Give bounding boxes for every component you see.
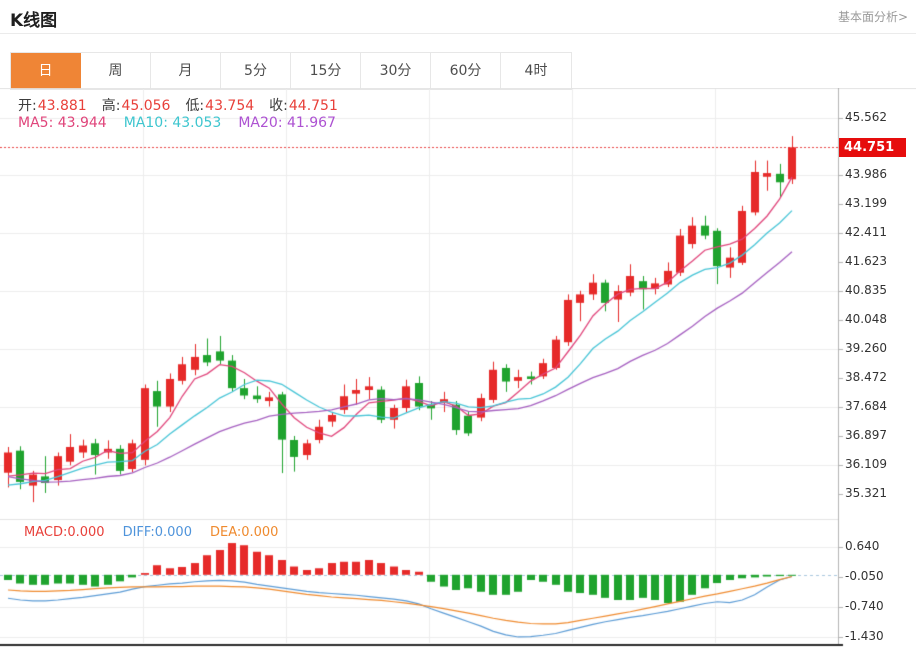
tab-4时[interactable]: 4时 [501,53,571,89]
y-axis-label: 36.897 [845,428,887,443]
interval-tab-bar: 日周月 5分 15分 30分 60分 4时 [10,52,572,90]
y-axis-label: 40.048 [845,312,887,327]
page-title: K线图 [10,11,58,31]
y-axis-label: 43.986 [845,167,887,182]
tab-月[interactable]: 月 [151,53,221,89]
y-axis-label: 37.684 [845,399,887,414]
y-axis-label: 39.260 [845,341,887,356]
tab-15分[interactable]: 15分 [291,53,361,89]
y-axis-label: 35.321 [845,486,887,500]
y-axis-label: 43.199 [845,196,887,211]
y-axis-label: -1.430 [845,628,884,643]
y-axis-label: 40.835 [845,283,887,298]
header: K线图 基本面分析> [0,0,916,34]
y-axis-label: 36.109 [845,457,887,472]
chart-area: 开:43.881 高:45.056 低:43.754 收:44.751 MA5: 43… [0,88,916,648]
y-axis-label: 41.623 [845,254,887,269]
kline-chart-canvas[interactable] [0,88,916,648]
price-axis: 45.562 43.986 43.199 42.411 41.623 40.835 40.0… [845,88,915,648]
y-axis-label: 0.640 [845,538,880,553]
tab-日[interactable]: 日 [11,53,81,89]
tab-60分[interactable]: 60分 [431,53,501,89]
header-divider [0,33,916,34]
y-axis-label: 45.562 [845,109,887,124]
current-price-tag: 44.751 [839,138,906,157]
y-axis-label: -0.050 [845,568,884,583]
fundamental-analysis-link[interactable]: 基本面分析> [837,10,908,24]
tab-周[interactable]: 周 [81,53,151,89]
y-axis-label: 42.411 [845,225,887,240]
tab-30分[interactable]: 30分 [361,53,431,89]
y-axis-label: -0.740 [845,598,884,613]
tab-5分[interactable]: 5分 [221,53,291,89]
y-axis-label: 38.472 [845,370,887,385]
